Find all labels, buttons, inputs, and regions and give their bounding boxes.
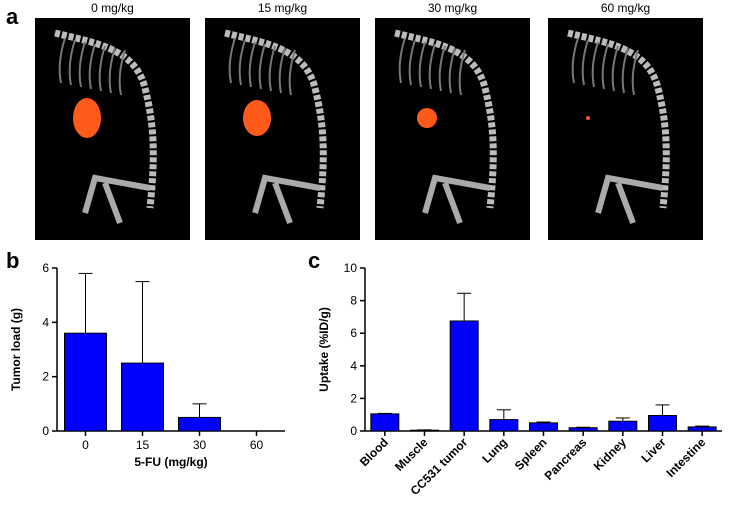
image-title: 30 mg/kg (428, 1, 477, 15)
bar (648, 415, 677, 432)
rib (268, 45, 276, 92)
bar (529, 422, 558, 432)
leg-bone (82, 174, 151, 225)
x-tick-label: Pancreas (542, 435, 590, 483)
leg-bone (595, 174, 664, 225)
panel-label: b (6, 248, 19, 273)
rib (631, 49, 639, 96)
rib (278, 47, 286, 94)
y-tick-label: 0 (42, 424, 49, 438)
y-tick-label: 0 (350, 424, 357, 438)
image-title: 60 mg/kg (601, 1, 650, 15)
image-title: 0 mg/kg (91, 1, 134, 15)
tumor (243, 100, 271, 136)
ct-image (35, 18, 190, 240)
bar (64, 332, 107, 432)
x-tick-label: Kidney (591, 435, 629, 473)
bar (178, 416, 221, 432)
y-tick-label: 6 (350, 326, 357, 340)
y-tick-label: 4 (350, 359, 357, 373)
ct-image (548, 18, 703, 240)
y-tick-label: 8 (350, 294, 357, 308)
panel-label: a (6, 4, 19, 29)
panel-label: c (308, 248, 320, 273)
rib (118, 49, 126, 96)
bar (121, 362, 164, 432)
rib (228, 37, 236, 84)
rib (448, 47, 456, 94)
spine (224, 29, 327, 209)
rib (288, 49, 296, 96)
y-tick-label: 2 (42, 370, 49, 384)
x-tick-label: Intestine (663, 435, 708, 480)
tumor (73, 98, 101, 138)
spine (54, 29, 157, 209)
image-title: 15 mg/kg (258, 1, 307, 15)
bar (410, 429, 439, 432)
rib (248, 41, 256, 88)
y-tick-label: 2 (350, 391, 357, 405)
bar (449, 320, 479, 432)
tumor (417, 108, 437, 128)
x-tick-label: Blood (357, 435, 391, 469)
y-axis-title: Uptake (%ID/g) (317, 307, 331, 392)
rib (438, 45, 446, 92)
leg-bone (252, 174, 321, 225)
x-tick-label: Lung (479, 435, 510, 466)
rib (58, 37, 66, 84)
rib (108, 47, 116, 94)
tumor (586, 116, 590, 120)
leg-bone (422, 174, 491, 225)
ct-image (205, 18, 360, 240)
bar (489, 419, 519, 432)
x-axis-title: 5-FU (mg/kg) (134, 455, 207, 469)
y-axis-title: Tumor load (g) (9, 308, 23, 391)
bar (568, 427, 598, 432)
x-tick-label: 60 (250, 438, 264, 452)
rib (428, 43, 436, 90)
rib (571, 37, 579, 84)
rib (68, 39, 76, 86)
ct-image (375, 18, 530, 240)
y-tick-label: 10 (344, 261, 358, 275)
x-tick-label: 15 (136, 438, 150, 452)
rib (591, 41, 599, 88)
rib (418, 41, 426, 88)
rib (88, 43, 96, 90)
rib (458, 49, 466, 96)
x-tick-label: Liver (638, 435, 668, 465)
rib (408, 39, 416, 86)
bar (687, 426, 717, 432)
x-tick-label: Muscle (392, 435, 431, 474)
bar (608, 420, 638, 432)
x-tick-label: 30 (193, 438, 207, 452)
rib (581, 39, 589, 86)
rib (78, 41, 86, 88)
rib (621, 47, 629, 94)
bar (370, 413, 400, 432)
y-tick-label: 4 (42, 315, 49, 329)
rib (258, 43, 266, 90)
spine (567, 29, 670, 209)
x-tick-label: 0 (82, 438, 89, 452)
rib (398, 37, 406, 84)
rib (601, 43, 609, 90)
y-tick-label: 6 (42, 261, 49, 275)
rib (98, 45, 106, 92)
rib (238, 39, 246, 86)
x-tick-label: Spleen (512, 435, 550, 473)
rib (611, 45, 619, 92)
spine (394, 29, 497, 209)
